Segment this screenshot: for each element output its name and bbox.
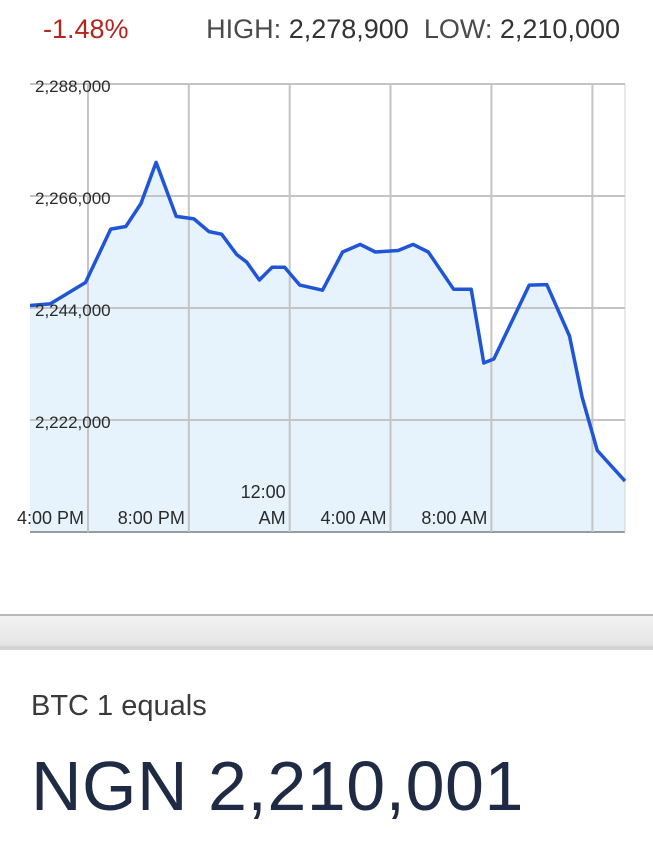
high-low-summary: HIGH: 2,278,900 LOW: 2,210,000 bbox=[206, 14, 620, 45]
x-tick-label: 8:00 PM bbox=[118, 508, 185, 528]
y-tick-label: 2,244,000 bbox=[35, 301, 111, 320]
x-tick-label: 8:00 AM bbox=[421, 508, 487, 528]
x-tick-label: 4:00 PM bbox=[17, 508, 84, 528]
x-tick-label: 12:00 bbox=[241, 482, 286, 502]
rate-header: -1.48% HIGH: 2,278,900 LOW: 2,210,000 bbox=[0, 0, 653, 70]
low-value: 2,210,000 bbox=[499, 14, 620, 44]
low-label: LOW: bbox=[423, 14, 493, 44]
high-value: 2,278,900 bbox=[288, 14, 409, 44]
x-tick-label: 4:00 AM bbox=[320, 508, 386, 528]
high-label: HIGH: bbox=[206, 14, 282, 44]
y-tick-label: 2,222,000 bbox=[35, 413, 111, 432]
price-chart[interactable]: 2,288,000 2,266,000 2,244,000 2,222,000 4:00… bbox=[0, 70, 653, 550]
percent-change: -1.48% bbox=[43, 14, 129, 44]
y-tick-label: 2,288,000 bbox=[35, 77, 111, 96]
y-tick-label: 2,266,000 bbox=[35, 189, 111, 208]
conversion-label: BTC 1 equals bbox=[31, 690, 207, 722]
section-divider bbox=[0, 614, 653, 650]
x-tick-label: AM bbox=[259, 508, 286, 528]
series-area bbox=[30, 162, 625, 532]
conversion-result: NGN 2,210,001 bbox=[31, 747, 524, 825]
grid-layer bbox=[30, 83, 626, 533]
label-layer: 2,288,000 2,266,000 2,244,000 2,222,000 4:00… bbox=[17, 77, 487, 528]
area-layer bbox=[30, 162, 625, 532]
line-layer bbox=[29, 160, 627, 483]
series-line bbox=[29, 160, 627, 483]
